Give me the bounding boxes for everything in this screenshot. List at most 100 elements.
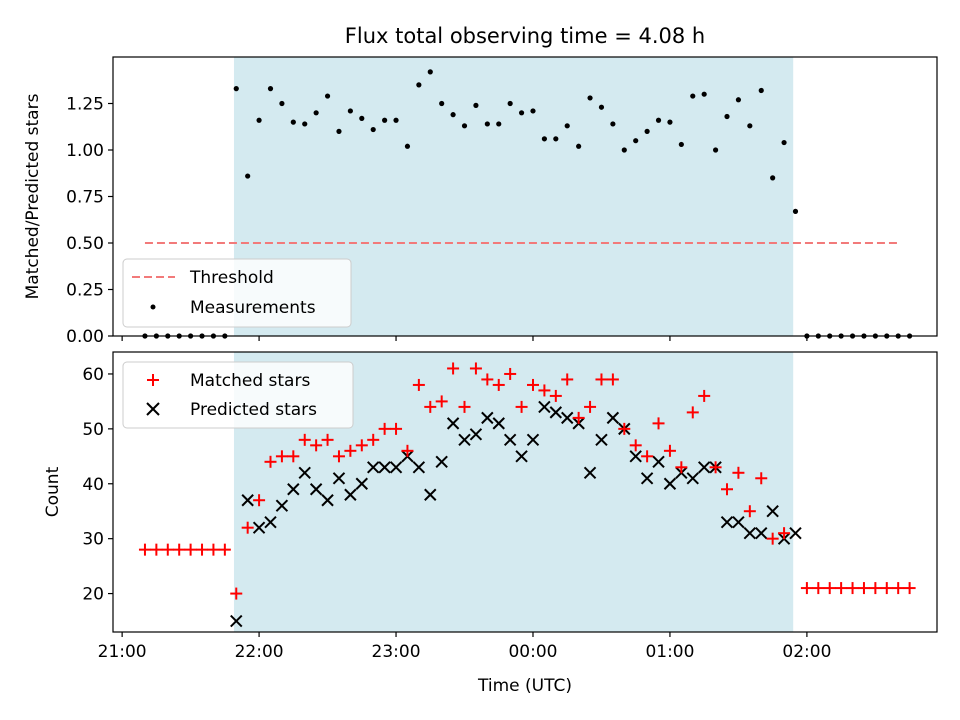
predicted-stars-point-stroke — [469, 428, 483, 441]
matched-stars-point — [709, 461, 722, 474]
matched-stars-point — [755, 472, 768, 485]
predicted-stars-point-stroke — [766, 505, 779, 518]
matched-stars-point — [253, 494, 266, 507]
matched-stars-point — [584, 400, 597, 413]
measurement-point — [735, 97, 742, 103]
predicted-stars-point — [515, 450, 528, 463]
measurement-point — [496, 121, 502, 127]
matched-stars-point — [903, 582, 916, 595]
matched-stars-point — [675, 461, 688, 474]
predicted-stars-point — [766, 505, 779, 518]
measurement-point — [758, 87, 764, 94]
measurement-point — [336, 128, 342, 134]
measurement-point — [667, 119, 673, 125]
matched-stars-points — [138, 362, 916, 600]
predicted-stars-point — [629, 450, 642, 463]
matched-stars-point — [561, 373, 574, 386]
bottom-panel-frame — [112, 351, 938, 633]
predicted-stars-point — [309, 483, 323, 496]
predicted-stars-point-stroke — [606, 411, 620, 425]
measurement-point — [541, 136, 548, 142]
predicted-stars-point — [755, 526, 768, 540]
matched-stars-point — [538, 384, 551, 397]
predicted-stars-point-stroke — [412, 461, 426, 474]
matched-stars-point — [504, 367, 517, 380]
matched-stars-point — [241, 521, 254, 534]
matched-stars-point — [686, 406, 699, 419]
matched-stars-point — [401, 444, 414, 457]
matched-stars-point — [698, 389, 711, 402]
matched-stars-point — [447, 362, 460, 375]
predicted-stars-point — [287, 483, 300, 496]
predicted-stars-point — [412, 461, 426, 474]
matched-stars-point — [629, 439, 642, 452]
measurement-point — [359, 115, 365, 121]
top-legend-box — [122, 258, 352, 328]
top-y-tick-label: 1.25 — [66, 95, 104, 115]
predicted-stars-point — [332, 472, 346, 485]
measurement-point — [233, 86, 239, 92]
predicted-stars-point — [298, 466, 311, 479]
measurement-point — [553, 136, 559, 142]
matched-stars-point — [344, 444, 357, 457]
predicted-stars-point-stroke — [424, 488, 437, 501]
predicted-stars-point-stroke — [458, 433, 471, 447]
matched-stars-point — [264, 455, 277, 468]
predicted-stars-point — [549, 406, 563, 419]
predicted-stars-point — [720, 515, 734, 529]
x-tick-label: 02:00 — [782, 642, 831, 662]
predicted-stars-point — [526, 433, 540, 447]
legend-matched-label: Matched stars — [190, 371, 310, 391]
predicted-stars-point-stroke — [755, 526, 768, 540]
matched-stars-point — [892, 582, 905, 595]
top-y-tick-label: 1.00 — [66, 141, 104, 161]
predicted-stars-point — [583, 466, 597, 479]
predicted-stars-point — [789, 526, 802, 540]
predicted-stars-point-stroke — [367, 461, 380, 474]
measurement-point — [290, 119, 296, 125]
matched-stars-point — [526, 378, 539, 391]
predicted-stars-point-stroke — [241, 494, 254, 507]
predicted-stars-point-stroke — [275, 499, 289, 512]
predicted-stars-point-stroke — [287, 483, 300, 496]
measurement-point — [644, 128, 650, 134]
legend-predicted-label: Predicted stars — [190, 400, 317, 420]
predicted-stars-point-stroke — [252, 521, 266, 534]
measurement-point — [747, 123, 753, 129]
measurement-point — [576, 143, 582, 149]
predicted-stars-point — [469, 428, 483, 441]
predicted-stars-point-stroke — [549, 406, 563, 419]
measurement-point — [324, 93, 331, 99]
predicted-stars-point — [435, 455, 448, 469]
bottom-y-axis-label: Count — [43, 466, 63, 517]
matched-stars-point — [732, 466, 745, 479]
bottom-y-tick-label: 30 — [82, 530, 104, 550]
predicted-stars-point-stroke — [652, 455, 665, 469]
measurement-point — [439, 100, 445, 107]
matched-stars-point — [355, 439, 368, 452]
measurement-point — [302, 121, 308, 127]
predicted-stars-point — [241, 494, 254, 507]
predicted-stars-point-stroke — [264, 515, 277, 529]
measurement-point — [404, 143, 411, 149]
measurement-point — [450, 112, 456, 118]
x-tick-label: 23:00 — [372, 642, 421, 662]
predicted-stars-point-stroke — [538, 400, 551, 414]
predicted-stars-point — [389, 461, 403, 474]
matched-stars-point — [184, 543, 197, 556]
predicted-stars-point — [652, 455, 665, 469]
matched-stars-point — [595, 373, 608, 386]
measurement-point — [610, 121, 616, 127]
predicted-stars-point — [367, 461, 380, 474]
predicted-stars-point-stroke — [332, 472, 346, 485]
matched-stars-point — [835, 582, 848, 595]
matched-stars-point — [321, 433, 334, 446]
predicted-stars-point — [264, 515, 277, 529]
star-count-panel: 20 30 40 50 60 21:00 22:00 23:00 00:00 01:00 02:00… — [43, 351, 938, 696]
matched-stars-point — [287, 450, 300, 463]
legend-matched-swatch — [147, 374, 159, 386]
predicted-stars-point — [378, 461, 391, 474]
matched-stars-point — [663, 444, 676, 457]
matched-stars-point — [515, 400, 528, 413]
